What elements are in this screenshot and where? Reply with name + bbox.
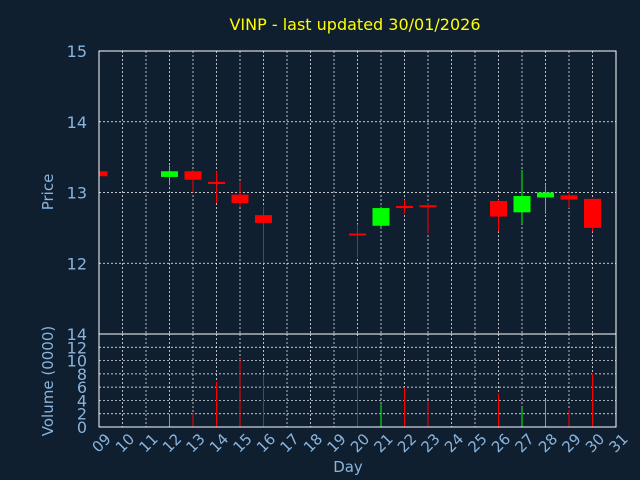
- price-tick-label: 12: [67, 254, 87, 273]
- volume-tick-label: 12: [67, 338, 87, 357]
- price-candles: [98, 165, 601, 264]
- candle: [98, 171, 108, 177]
- volume-tick-label: 0: [77, 418, 87, 437]
- candle: [419, 203, 437, 234]
- candle: [161, 165, 178, 186]
- price-tick-label: 13: [67, 184, 87, 203]
- candle-body: [490, 200, 507, 217]
- candle-body: [513, 196, 531, 213]
- candle-body: [396, 205, 413, 209]
- candle: [396, 199, 413, 214]
- x-axis-ticks: 0910111213141516171819202122232425262728…: [89, 430, 632, 456]
- candle-body: [255, 215, 272, 223]
- candle-body: [537, 192, 554, 198]
- candle: [255, 206, 272, 264]
- volume-tick-label: 10: [67, 352, 87, 371]
- candle: [208, 171, 225, 204]
- candle-body: [161, 171, 178, 177]
- candle: [584, 198, 601, 232]
- candle: [537, 185, 554, 214]
- chart-title: VINP - last updated 30/01/2026: [229, 15, 480, 34]
- candle: [231, 181, 249, 207]
- candle: [372, 206, 390, 228]
- candle-body: [419, 205, 437, 208]
- volume-tick-label: 14: [67, 325, 87, 344]
- x-axis-label: Day: [333, 458, 363, 476]
- candle-body: [584, 198, 601, 228]
- volume-tick-label: 4: [77, 391, 87, 410]
- candle-body: [372, 208, 390, 226]
- volume-tick-label: 8: [77, 365, 87, 384]
- volume-tick-label: 6: [77, 378, 87, 397]
- candle: [184, 169, 202, 193]
- candle: [490, 199, 507, 232]
- candle-body: [208, 181, 225, 185]
- price-panel: 12 13 14 15 Price: [39, 42, 617, 335]
- price-axis-label: Price: [39, 174, 57, 211]
- candle: [560, 191, 578, 209]
- candle: [349, 224, 366, 258]
- candle: [513, 169, 531, 225]
- candle-body: [99, 171, 108, 177]
- price-tick-label: 14: [67, 113, 87, 132]
- price-y-ticks: 12 13 14 15: [67, 42, 87, 273]
- price-tick-label: 15: [67, 42, 87, 61]
- volume-plot-frame: [98, 333, 617, 428]
- volume-tick-label: 2: [77, 405, 87, 424]
- volume-bars: [98, 337, 593, 427]
- candle-body: [184, 171, 202, 180]
- volume-axis-label: Volume (0000): [39, 326, 57, 436]
- candle-body: [231, 194, 249, 204]
- candle-body: [560, 195, 578, 200]
- candle-body: [349, 233, 366, 236]
